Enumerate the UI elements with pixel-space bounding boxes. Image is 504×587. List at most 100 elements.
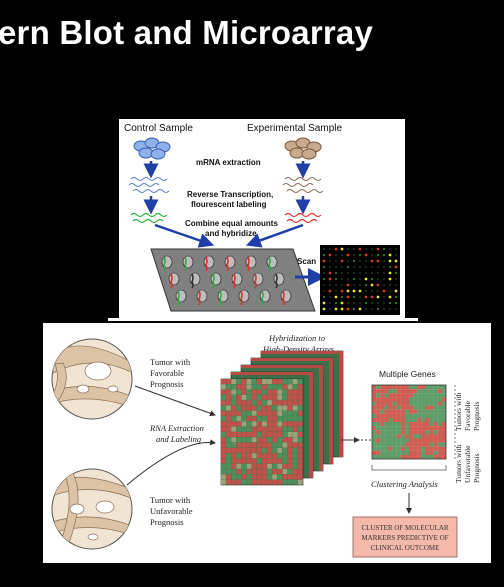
array-cell — [282, 447, 288, 453]
probe-well — [189, 272, 201, 289]
scan-spot — [353, 260, 355, 262]
array-cell — [241, 469, 247, 475]
heatmap-cell — [441, 422, 447, 427]
array-cell — [251, 463, 257, 469]
control-sample-label: Control Sample — [124, 123, 193, 134]
array-cell — [287, 474, 293, 480]
scan-spot — [365, 260, 367, 262]
scan-spot — [383, 308, 385, 310]
heatmap-cell — [392, 397, 397, 402]
high-density-array-stack — [220, 350, 344, 486]
array-cell — [292, 400, 298, 406]
heatmap-cell — [433, 393, 438, 398]
array-cell — [241, 410, 247, 416]
heatmap-cell — [380, 413, 385, 418]
array-cell — [246, 405, 252, 411]
heatmap-cell — [441, 438, 447, 443]
rna-extraction-label: RNA Extraction — [149, 423, 204, 433]
heatmap-cell — [388, 434, 393, 439]
array-cell — [297, 421, 303, 427]
scan-spot — [341, 278, 343, 280]
heatmap-cell — [441, 446, 447, 451]
clustering-diagram: Tumor with Favorable Prognosis Tumor wit… — [51, 333, 481, 558]
heatmap-cell — [384, 430, 389, 435]
scan-spot — [353, 308, 355, 310]
scan-spot — [371, 290, 373, 292]
heatmap-cell — [404, 405, 410, 410]
array-cell — [241, 416, 247, 422]
array-cell — [226, 410, 231, 416]
scan-spot — [353, 266, 355, 268]
array-cell — [236, 469, 242, 475]
heatmap-cell — [429, 438, 434, 443]
heatmap-cell — [400, 422, 405, 427]
heatmap-cell — [396, 385, 401, 390]
array-cell — [272, 479, 278, 485]
heatmap-cell — [400, 417, 405, 423]
side-unfav-label: Unfavorable — [463, 445, 472, 483]
array-cell — [251, 447, 257, 453]
heatmap-cell — [409, 409, 414, 414]
heatmap-cell — [421, 422, 426, 427]
heatmap-cell — [404, 397, 410, 402]
heatmap-cell — [396, 393, 401, 398]
array-cell — [246, 447, 252, 453]
unfavorable-tissue-icon — [51, 468, 133, 550]
heatmap-cell — [429, 405, 434, 410]
scan-spot — [328, 253, 332, 257]
array-cell — [226, 389, 231, 395]
heatmap-cell — [425, 413, 430, 418]
scan-spot — [395, 308, 397, 310]
heatmap-cell — [396, 397, 401, 402]
heatmap-cell — [413, 434, 418, 439]
scan-spot — [323, 284, 325, 286]
heatmap-cell — [372, 405, 377, 410]
scan-spot — [388, 271, 392, 275]
control-mrna-icon — [128, 177, 170, 193]
heatmap-cell — [376, 401, 381, 406]
array-cell — [267, 384, 272, 390]
array-cell — [246, 442, 252, 448]
heatmap-cell — [400, 401, 405, 406]
array-cell — [287, 437, 293, 443]
scan-spot — [383, 266, 385, 268]
array-cell — [236, 410, 242, 416]
array-cell — [277, 458, 283, 464]
scan-spot — [365, 284, 367, 286]
heatmap-cell — [376, 405, 381, 410]
probe-well — [238, 289, 250, 306]
array-cell — [287, 400, 293, 406]
scan-spot — [359, 278, 361, 280]
heatmap-cell — [429, 389, 434, 394]
heatmap-cell — [396, 405, 401, 410]
array-cell — [267, 405, 272, 411]
heatmap-cell — [380, 393, 385, 398]
array-cell — [241, 432, 247, 437]
scan-spot — [346, 253, 350, 257]
probe-well — [259, 289, 271, 306]
heatmap-cell — [384, 385, 389, 390]
heatmap-cell — [400, 434, 405, 439]
scan-spot — [376, 283, 380, 287]
heatmap-cell — [372, 450, 377, 455]
array-cell — [251, 479, 257, 485]
multiple-genes-label: Multiple Genes — [379, 369, 436, 379]
array-cell — [272, 432, 278, 437]
heatmap-cell — [429, 442, 434, 447]
array-cell — [272, 458, 278, 464]
heatmap-cell — [404, 426, 410, 431]
heatmap-cell — [421, 385, 426, 390]
array-cell — [272, 389, 278, 395]
scan-spot — [376, 259, 380, 263]
heatmap-cell — [433, 438, 438, 443]
array-cell — [231, 479, 237, 485]
array-cell — [272, 421, 278, 427]
array-cell — [277, 421, 283, 427]
favorable-tissue-icon — [51, 338, 133, 420]
heatmap-cell — [380, 434, 385, 439]
scan-spot — [389, 302, 391, 304]
scan-spot — [371, 248, 373, 250]
array-cell — [236, 432, 242, 437]
array-cell — [262, 458, 267, 464]
heatmap-cell — [384, 405, 389, 410]
